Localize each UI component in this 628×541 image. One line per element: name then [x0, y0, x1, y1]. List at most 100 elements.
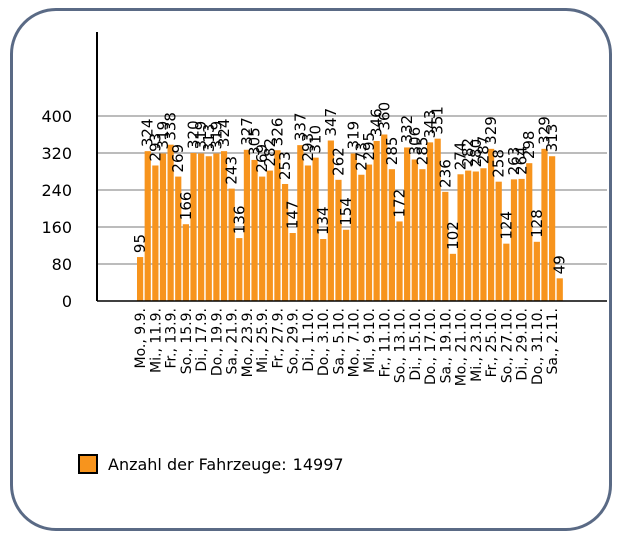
x-tick-label: Mi., 11.9. — [148, 308, 164, 373]
bar — [274, 150, 281, 301]
bar — [388, 169, 395, 301]
data-label: 282 — [261, 138, 279, 167]
data-label: 319 — [207, 121, 225, 150]
x-tick-label: Mo., 23.9. — [240, 308, 256, 377]
bar — [251, 159, 258, 301]
data-labels: 9532429331933826916632031931331932424313… — [131, 102, 569, 274]
data-label: 326 — [268, 118, 286, 147]
x-tick-label: Mo., 7.10. — [347, 308, 363, 377]
bar — [457, 174, 464, 301]
data-label: 95 — [131, 234, 149, 253]
bar — [320, 239, 327, 301]
data-label: 166 — [177, 192, 195, 221]
x-tick-label: Do., 19.9. — [209, 308, 225, 376]
bar — [236, 238, 243, 301]
bar — [449, 253, 457, 301]
legend-total: 14997 — [292, 454, 344, 474]
bar — [404, 147, 411, 301]
bar — [480, 168, 487, 301]
data-label: 346 — [368, 108, 386, 137]
data-label: 273 — [352, 142, 370, 171]
y-tick-label: 240 — [41, 181, 72, 200]
y-tick-label: 400 — [41, 107, 72, 126]
bar — [411, 159, 418, 301]
x-tick-label: Sa., 2.11. — [545, 308, 561, 374]
y-tick-label: 80 — [52, 255, 72, 274]
bar — [419, 169, 426, 301]
bar — [297, 145, 304, 301]
data-label: 154 — [337, 197, 355, 226]
bar — [259, 176, 266, 301]
data-label: 319 — [345, 121, 363, 150]
bar — [137, 257, 144, 301]
x-tick-label: Di., 1.10. — [301, 308, 317, 372]
data-label: 319 — [154, 121, 172, 150]
bar — [281, 183, 289, 301]
bar — [373, 140, 380, 301]
data-label: 280 — [467, 139, 485, 168]
bar — [228, 188, 235, 301]
bar — [510, 179, 518, 301]
data-label: 269 — [253, 144, 271, 173]
data-label: 313 — [543, 124, 561, 153]
x-tick-labels: Mo., 9.9. Mi., 11.9. Fr., 13.9. So., 15.9. D… — [133, 308, 561, 386]
axes — [96, 32, 607, 302]
x-tick-label: Mi., 9.10. — [362, 308, 378, 373]
bar — [243, 149, 251, 301]
x-tick-label: Di., 29.10. — [515, 308, 531, 381]
data-label: 324 — [215, 119, 233, 148]
data-label: 285 — [413, 137, 431, 166]
bar — [365, 164, 373, 301]
bar — [350, 153, 357, 301]
bar — [343, 229, 350, 301]
y-tick-label: 320 — [41, 144, 72, 163]
data-label: 306 — [406, 127, 424, 156]
bar — [358, 174, 365, 301]
y-tick-label: 0 — [62, 292, 72, 311]
data-label: 147 — [284, 200, 302, 229]
x-tick-label: Do., 31.10. — [530, 308, 546, 385]
bar — [190, 153, 197, 301]
bar — [381, 134, 388, 301]
bar — [159, 153, 167, 301]
x-tick-label: So., 27.10. — [499, 308, 515, 383]
legend-label: Anzahl der Fahrzeuge: — [108, 454, 287, 474]
y-tick-labels: 0 80 160 240 320 400 — [41, 107, 72, 311]
data-label: 263 — [505, 147, 523, 176]
bar — [472, 171, 479, 301]
legend-swatch — [78, 454, 98, 474]
bar — [335, 179, 342, 301]
bar — [175, 176, 182, 301]
bar — [396, 221, 403, 301]
data-label: 128 — [528, 209, 546, 238]
bar — [205, 156, 212, 301]
data-label: 320 — [185, 120, 203, 149]
data-label: 329 — [482, 116, 500, 145]
bar — [426, 142, 434, 301]
x-tick-label: Fr., 25.10. — [484, 308, 500, 377]
data-label: 324 — [139, 119, 157, 148]
data-label: 49 — [551, 255, 569, 274]
x-tick-label: Fr., 27.9. — [270, 308, 286, 368]
data-label: 287 — [474, 136, 492, 165]
legend: Anzahl der Fahrzeuge: 14997 — [78, 452, 344, 476]
data-label: 329 — [535, 116, 553, 145]
bar — [556, 278, 563, 301]
x-tick-label: Fr., 11.10. — [377, 308, 393, 377]
data-label: 264 — [513, 146, 531, 175]
data-label: 282 — [459, 138, 477, 167]
bar — [152, 165, 159, 301]
data-label: 258 — [490, 149, 508, 178]
data-label: 313 — [200, 124, 218, 153]
data-label: 293 — [299, 133, 317, 162]
bar — [518, 178, 525, 301]
data-label: 262 — [329, 147, 347, 176]
data-label: 332 — [398, 115, 416, 144]
x-tick-label: Di., 15.10. — [408, 308, 424, 381]
x-tick-label: So., 13.10. — [393, 308, 409, 383]
bar — [487, 148, 495, 301]
data-label: 337 — [291, 112, 309, 141]
x-tick-label: So., 29.9. — [286, 308, 302, 374]
data-label: 343 — [421, 110, 439, 139]
data-label: 102 — [444, 221, 462, 250]
